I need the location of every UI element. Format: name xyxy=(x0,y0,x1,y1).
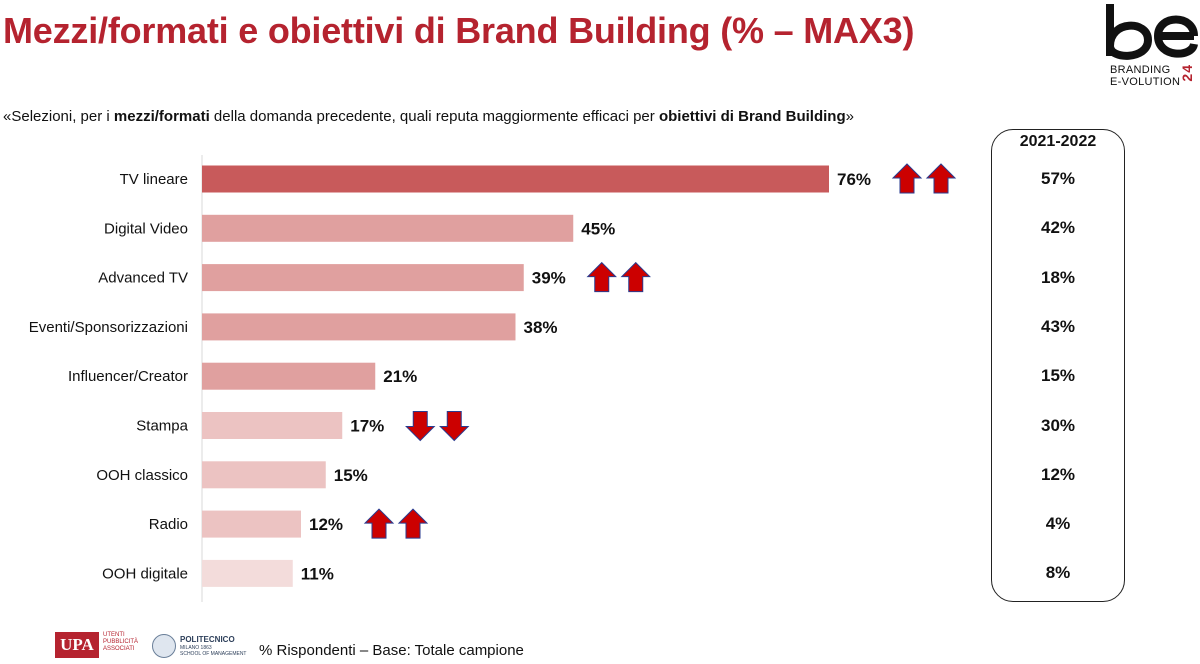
data-label: 15% xyxy=(334,466,368,485)
subtitle-part: mezzi/formati xyxy=(113,108,210,125)
politecnico-school: SCHOOL OF MANAGEMENT xyxy=(180,651,247,657)
question-subtitle: «Selezioni, per i mezzi/formati della do… xyxy=(3,108,854,125)
category-label: Influencer/Creator xyxy=(68,368,188,385)
data-label: 21% xyxy=(383,367,417,386)
page-title: Mezzi/formati e obiettivi di Brand Build… xyxy=(3,10,915,51)
upa-text-line: UTENTI xyxy=(103,632,125,638)
category-label: Digital Video xyxy=(104,220,188,237)
logo-line-1: BRANDING xyxy=(1110,64,1171,76)
subtitle-part: » xyxy=(845,108,854,125)
data-label: 38% xyxy=(524,318,558,337)
bar xyxy=(202,412,343,439)
comparison-value: 30% xyxy=(1040,415,1076,435)
category-label: Stampa xyxy=(136,418,188,435)
comparison-value: 43% xyxy=(1040,316,1076,336)
bar xyxy=(202,461,326,489)
logo-number: 24 xyxy=(1179,64,1195,82)
logo-line-2: E-VOLUTION xyxy=(1110,76,1181,88)
trend-up-arrow-icon xyxy=(925,163,957,194)
data-label: 39% xyxy=(532,269,566,288)
trend-up-arrow-icon xyxy=(891,163,923,194)
data-label: 12% xyxy=(309,515,343,534)
trend-down-arrow-icon xyxy=(405,411,436,442)
upa-logo: UPA xyxy=(55,632,99,658)
bar xyxy=(202,165,829,193)
comparison-panel xyxy=(991,129,1125,602)
comparison-title: 2021-2022 xyxy=(1019,133,1097,150)
category-label: OOH digitale xyxy=(102,565,188,582)
be-logo-icon xyxy=(1106,4,1198,60)
comparison-value: 8% xyxy=(1045,563,1071,583)
comparison-value: 57% xyxy=(1040,169,1076,188)
data-label: 11% xyxy=(301,564,334,583)
trend-down-arrow-icon xyxy=(439,411,470,442)
logo-text: BRANDING E-VOLUTION xyxy=(1110,64,1180,88)
data-label: 45% xyxy=(581,219,615,238)
category-label: Advanced TV xyxy=(98,270,188,287)
subtitle-part: «Selezioni, per i xyxy=(3,108,114,125)
bar xyxy=(202,214,574,242)
comparison-value: 42% xyxy=(1040,218,1076,238)
upa-logo-text: UTENTI PUBBLICITÀ ASSOCIATI xyxy=(103,632,138,653)
trend-up-arrow-icon xyxy=(363,508,395,539)
bar xyxy=(202,362,376,390)
comparison-value: 15% xyxy=(1040,366,1076,386)
comparison-value: 18% xyxy=(1040,267,1076,287)
politecnico-name: POLITECNICO xyxy=(180,635,235,644)
upa-text-line: ASSOCIATI xyxy=(103,646,135,652)
politecnico-seal-icon xyxy=(152,634,176,658)
politecnico-subtext: MILANO 1863 SCHOOL OF MANAGEMENT xyxy=(180,645,247,657)
category-label: Eventi/Sponsorizzazioni xyxy=(29,319,188,336)
bar xyxy=(202,313,516,341)
trend-up-arrow-icon xyxy=(586,261,617,293)
footer-note: % Rispondenti – Base: Totale campione xyxy=(259,642,524,659)
politecnico-city: MILANO 1863 xyxy=(180,645,212,651)
bar-chart: TV lineare 76% Digital Video 45% Advanced TV… xyxy=(29,155,957,602)
trend-up-arrow-icon xyxy=(397,508,429,539)
comparison-value: 12% xyxy=(1040,464,1076,484)
bar xyxy=(202,559,293,587)
category-label: OOH classico xyxy=(96,467,188,484)
data-label: 76% xyxy=(837,170,871,189)
upa-text-line: PUBBLICITÀ xyxy=(103,639,139,645)
subtitle-part: della domanda precedente, quali reputa m… xyxy=(209,108,659,125)
category-label: TV lineare xyxy=(120,171,188,188)
category-label: Radio xyxy=(149,516,188,533)
comparison-value: 4% xyxy=(1045,514,1071,534)
trend-up-arrow-icon xyxy=(620,261,651,293)
data-label: 17% xyxy=(350,417,384,436)
bar xyxy=(202,264,524,292)
subtitle-part: obiettivi di Brand Building xyxy=(658,108,846,125)
bar xyxy=(202,510,301,538)
